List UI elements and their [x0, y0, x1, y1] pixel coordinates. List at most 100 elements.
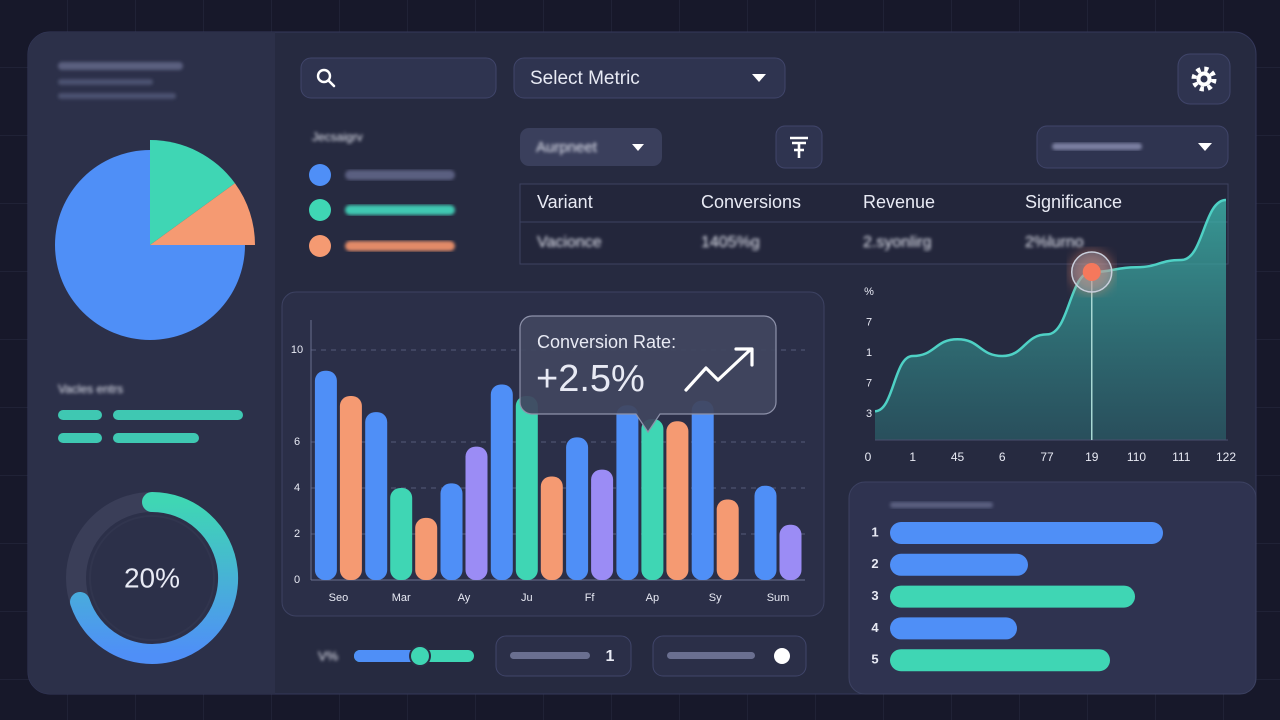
variant-table: Variant Conversions Revenue Significance Vac… — [519, 183, 1229, 265]
bar — [716, 499, 739, 580]
x-tick-label: Ap — [646, 592, 659, 604]
x-tick-label: 1 — [909, 450, 916, 464]
slider[interactable] — [354, 645, 474, 667]
stepper-value: 1 — [606, 648, 615, 665]
sidebar — [28, 32, 275, 694]
table-header: Revenue — [863, 192, 935, 212]
bar — [890, 553, 1028, 576]
y-tick-label: 5 — [871, 652, 878, 667]
hbar-chart: 1 2 3 4 5 — [871, 522, 1163, 672]
bar — [890, 649, 1110, 672]
bar — [515, 396, 538, 580]
x-tick-label: 6 — [999, 450, 1006, 464]
bar-chart: 0 2 4 6 10 Seo Mar Ay Ju Ff Ap Sy Sum — [291, 320, 805, 604]
table-header: Variant — [537, 192, 593, 212]
metric-select-label: Select Metric — [530, 68, 640, 89]
table-cell: 2%lurno — [1025, 234, 1084, 251]
bar — [540, 476, 563, 580]
y-tick-label: 6 — [294, 436, 300, 448]
bar — [314, 370, 337, 580]
area-chart: % 7 1 7 3 0 1 45 6 77 19 110 111 122 — [864, 198, 1236, 464]
legend-title: Jecsaigrv — [312, 130, 363, 144]
bar — [365, 412, 388, 580]
area-line — [874, 198, 1227, 413]
bar — [465, 446, 488, 580]
y-tick-label: 3 — [866, 408, 872, 420]
x-tick-label: 111 — [1172, 450, 1191, 464]
table-header: Significance — [1025, 192, 1122, 212]
table-header: Conversions — [701, 192, 801, 212]
bar — [566, 437, 589, 580]
legend — [309, 164, 455, 257]
tooltip-value: +2.5% — [536, 358, 645, 400]
x-tick-label: 122 — [1216, 450, 1236, 464]
donut: 20% — [66, 492, 239, 664]
bar — [890, 617, 1017, 640]
y-tick-label: 7 — [866, 377, 872, 389]
filter-select[interactable]: Aurpneet — [520, 128, 662, 166]
y-tick-label: 4 — [871, 620, 879, 635]
metric-select[interactable]: Select Metric — [513, 57, 786, 99]
x-tick-label: Ay — [458, 592, 471, 604]
y-tick-label: % — [864, 286, 874, 298]
settings-button[interactable] — [1177, 53, 1231, 105]
right-select[interactable] — [1036, 125, 1229, 169]
sidebar-caption: Vacles entrs — [58, 382, 123, 396]
table-cell: 2.syonlirg — [863, 234, 931, 251]
slider-label: V% — [318, 648, 339, 663]
pie-slice — [55, 150, 245, 340]
area-fill — [875, 200, 1226, 440]
bar — [691, 400, 714, 580]
x-tick-label: Sy — [709, 592, 722, 604]
bar — [641, 419, 664, 580]
highlight-point — [1082, 263, 1101, 281]
y-tick-label: 2 — [871, 556, 878, 571]
table-cell: 1405%g — [701, 234, 760, 251]
tooltip: Conversion Rate: +2.5% — [519, 315, 777, 434]
y-tick-label: 1 — [871, 524, 878, 539]
bar — [666, 421, 689, 580]
tooltip-title: Conversion Rate: — [537, 332, 676, 352]
x-tick-label: Sum — [767, 592, 790, 604]
bar — [616, 405, 639, 580]
stepper[interactable]: 1 — [495, 635, 632, 677]
donut-label: 20% — [124, 562, 180, 593]
y-tick-label: 3 — [871, 588, 878, 603]
y-tick-label: 1 — [866, 347, 872, 359]
bar — [415, 517, 438, 580]
option-box[interactable] — [652, 635, 807, 677]
search-box[interactable] — [300, 57, 497, 99]
y-tick-label: 2 — [294, 528, 300, 540]
pie-slice — [150, 140, 235, 245]
x-tick-label: 77 — [1040, 450, 1054, 464]
bar — [440, 483, 463, 580]
x-tick-label: 19 — [1085, 450, 1099, 464]
x-tick-label: Seo — [329, 592, 349, 604]
hbar-header — [890, 502, 993, 508]
bar — [890, 585, 1135, 608]
table-cell: Vacionce — [537, 234, 602, 251]
filter-select-label: Aurpneet — [536, 139, 598, 156]
x-tick-label: 0 — [865, 450, 872, 464]
bar — [779, 524, 802, 580]
y-tick-label: 4 — [294, 482, 300, 494]
x-tick-label: 45 — [951, 450, 965, 464]
pie-chart — [55, 140, 255, 340]
sidebar-header — [58, 62, 183, 99]
x-tick-label: Ju — [521, 592, 533, 604]
y-tick-label: 10 — [291, 344, 303, 356]
sidebar-pills — [58, 410, 243, 443]
filter-button[interactable] — [775, 125, 823, 169]
y-tick-label: 0 — [294, 574, 300, 586]
bar — [339, 396, 362, 580]
bar — [591, 469, 614, 580]
x-tick-label: 110 — [1127, 450, 1146, 464]
x-tick-label: Ff — [585, 592, 596, 604]
pie-slice — [150, 183, 255, 245]
bar — [390, 488, 413, 580]
bar — [754, 485, 777, 580]
bar — [890, 522, 1163, 544]
x-tick-label: Mar — [392, 592, 411, 604]
y-tick-label: 7 — [866, 316, 872, 328]
